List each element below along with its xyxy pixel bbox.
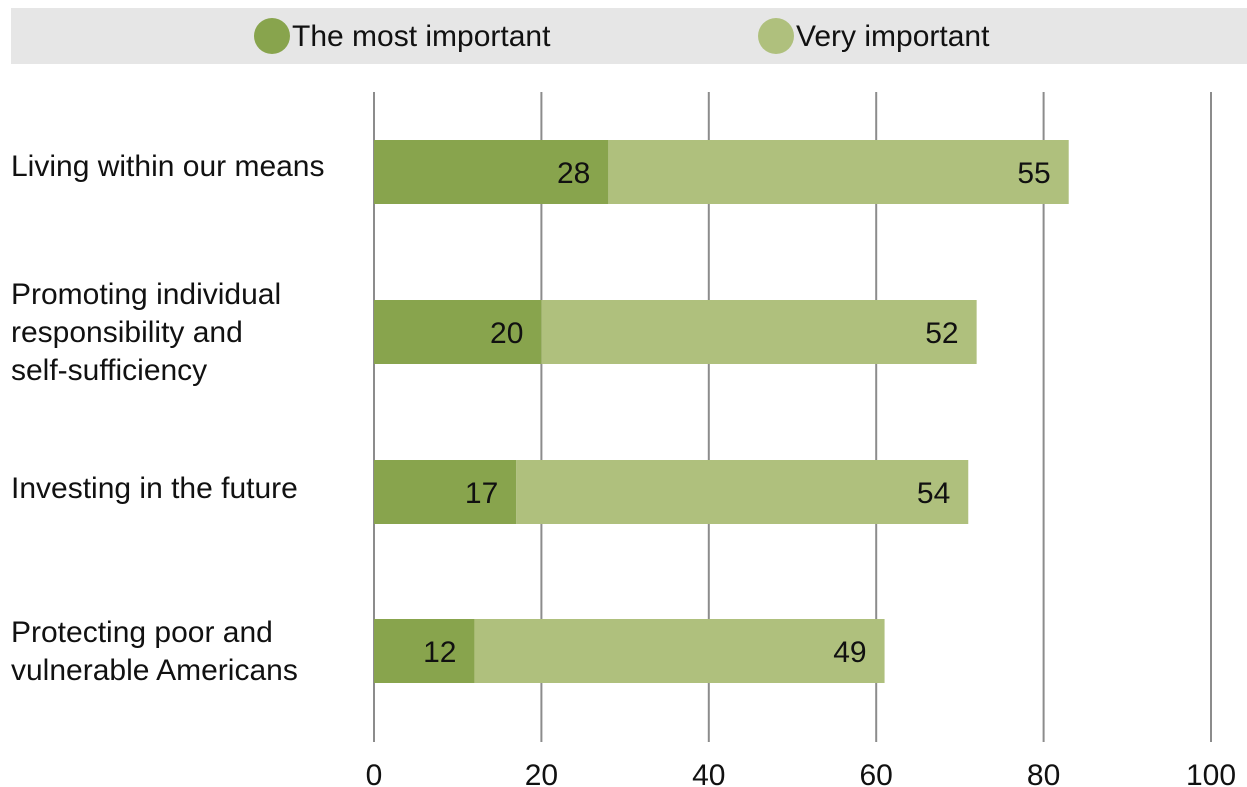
data-label-3-series-0: 12 bbox=[423, 636, 456, 669]
x-tick-label-60: 60 bbox=[860, 759, 893, 787]
bar-3-series-1 bbox=[474, 619, 885, 683]
data-label-1-series-1: 52 bbox=[925, 317, 958, 350]
data-label-0-series-1: 55 bbox=[1017, 157, 1050, 190]
bar-3-series-0 bbox=[374, 619, 475, 683]
category-label-0: Living within our means bbox=[11, 150, 325, 183]
bar-1-series-0 bbox=[374, 300, 542, 364]
data-label-2-series-0: 17 bbox=[465, 477, 498, 510]
legend-label-0: The most important bbox=[292, 20, 551, 53]
bar-1-series-1 bbox=[541, 300, 977, 364]
data-label-0-series-0: 28 bbox=[557, 157, 590, 190]
category-label-2: Investing in the future bbox=[11, 472, 298, 505]
legend-label-1: Very important bbox=[796, 20, 990, 53]
category-label-3: Protecting poor and vulnerable Americans bbox=[11, 616, 298, 687]
data-label-2-series-1: 54 bbox=[917, 477, 950, 510]
data-label-3-series-1: 49 bbox=[833, 636, 866, 669]
x-tick-label-0: 0 bbox=[366, 759, 383, 787]
x-tick-label-100: 100 bbox=[1186, 759, 1236, 787]
legend bbox=[11, 8, 1247, 64]
x-tick-label-20: 20 bbox=[525, 759, 558, 787]
bar-0-series-1 bbox=[608, 140, 1069, 204]
bar-2-series-0 bbox=[374, 460, 517, 524]
x-tick-label-40: 40 bbox=[692, 759, 725, 787]
legend-marker-0 bbox=[254, 18, 290, 54]
bar-2-series-1 bbox=[516, 460, 969, 524]
bar-0-series-0 bbox=[374, 140, 609, 204]
legend-marker-1 bbox=[758, 18, 794, 54]
data-label-1-series-0: 20 bbox=[490, 317, 523, 350]
x-tick-label-80: 80 bbox=[1027, 759, 1060, 787]
category-label-1: Promoting individual responsibility and … bbox=[11, 278, 282, 387]
